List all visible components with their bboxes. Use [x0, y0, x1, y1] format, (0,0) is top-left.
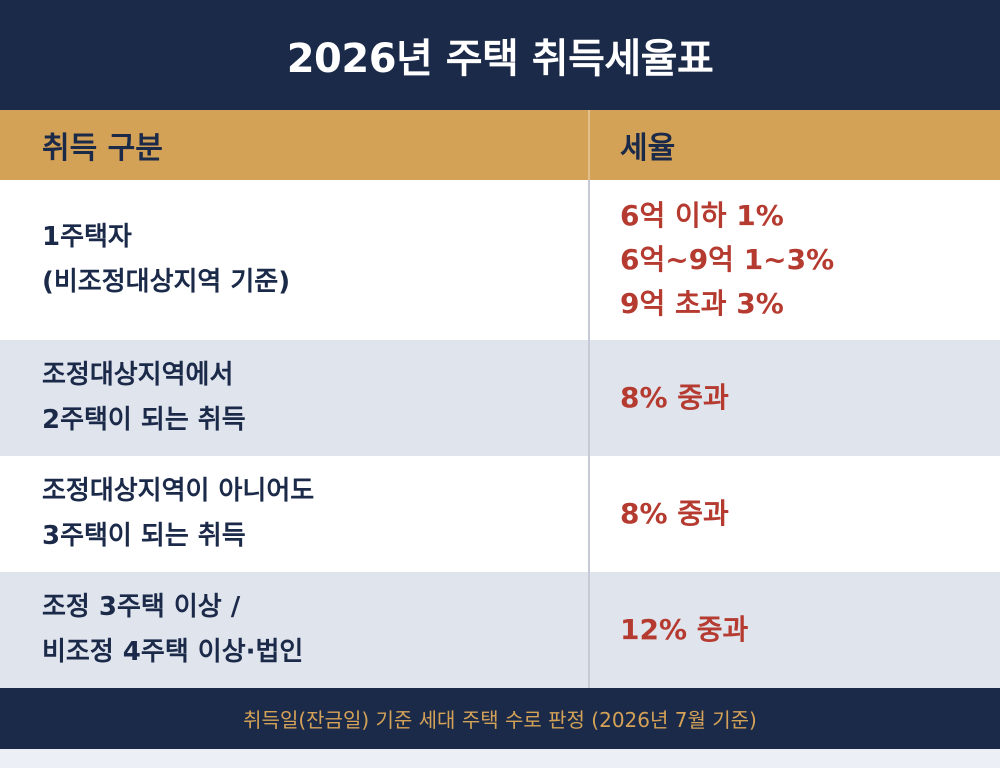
condition-line: (비조정대상지역 기준): [42, 267, 291, 297]
footnote-text: 취득일(잔금일) 기준 세대 주택 수로 판정 (2026년 7월 기준): [243, 708, 757, 732]
condition-cell: 조정대상지역에서 2주택이 되는 취득: [0, 340, 590, 456]
table-row: 조정대상지역에서 2주택이 되는 취득 8% 중과: [0, 340, 1000, 456]
rate-line: 12% 중과: [620, 613, 749, 646]
rate-cell: 8% 중과: [590, 340, 1000, 456]
table-row: 1주택자 (비조정대상지역 기준) 6억 이하 1% 6억~9억 1~3% 9억…: [0, 180, 1000, 340]
rate-line: 8% 중과: [620, 381, 729, 414]
condition-line: 1주택자: [42, 222, 132, 252]
table-row: 조정대상지역이 아니어도 3주택이 되는 취득 8% 중과: [0, 456, 1000, 572]
header-category: 취득 구분: [0, 110, 590, 180]
condition-line: 조정대상지역이 아니어도: [42, 476, 315, 506]
condition-cell: 1주택자 (비조정대상지역 기준): [0, 180, 590, 340]
table-row: 조정 3주택 이상 / 비조정 4주택 이상·법인 12% 중과: [0, 572, 1000, 688]
footnote-bar: 취득일(잔금일) 기준 세대 주택 수로 판정 (2026년 7월 기준): [0, 688, 1000, 749]
rate-line: 8% 중과: [620, 497, 729, 530]
page-title: 2026년 주택 취득세율표: [286, 36, 714, 82]
title-banner: 2026년 주택 취득세율표: [0, 0, 1000, 110]
condition-cell: 조정대상지역이 아니어도 3주택이 되는 취득: [0, 456, 590, 572]
rate-cell: 12% 중과: [590, 572, 1000, 688]
rate-line: 9억 초과 3%: [620, 287, 784, 320]
rate-cell: 6억 이하 1% 6억~9억 1~3% 9억 초과 3%: [590, 180, 1000, 340]
rate-line: 6억 이하 1%: [620, 199, 784, 232]
condition-line: 비조정 4주택 이상·법인: [42, 637, 304, 667]
condition-line: 2주택이 되는 취득: [42, 405, 246, 435]
rate-cell: 8% 중과: [590, 456, 1000, 572]
table-header-row: 취득 구분 세율: [0, 110, 1000, 180]
header-rate: 세율: [620, 131, 676, 166]
condition-cell: 조정 3주택 이상 / 비조정 4주택 이상·법인: [0, 572, 590, 688]
condition-line: 조정 3주택 이상 /: [42, 592, 241, 622]
condition-line: 3주택이 되는 취득: [42, 521, 246, 551]
condition-line: 조정대상지역에서: [42, 360, 234, 390]
rate-line: 6억~9억 1~3%: [620, 243, 835, 276]
tax-rate-table: 취득 구분 세율 1주택자 (비조정대상지역 기준) 6억 이하 1% 6억~9…: [0, 110, 1000, 688]
